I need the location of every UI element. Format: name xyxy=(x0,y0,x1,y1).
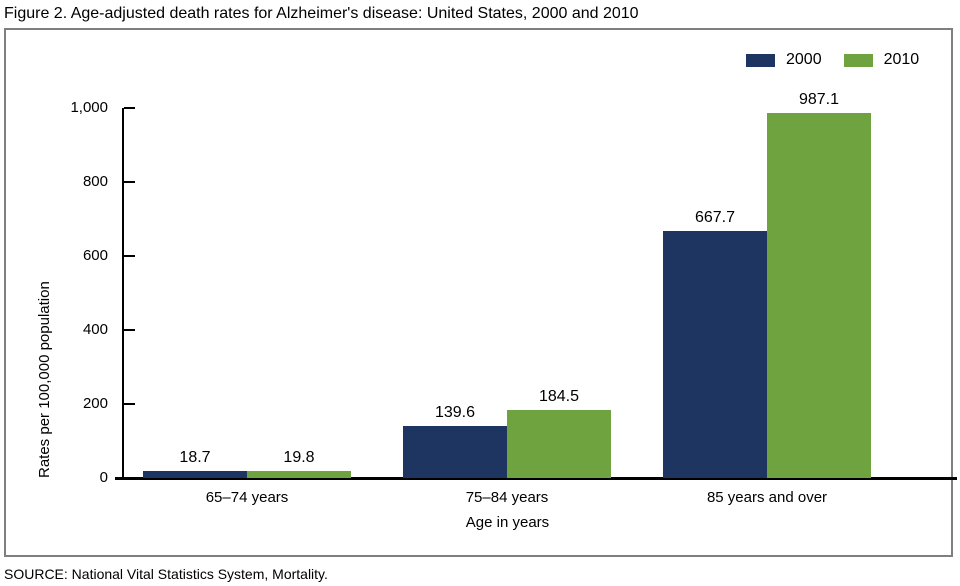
bar-2010-1 xyxy=(507,410,611,478)
legend-swatch-2000 xyxy=(746,53,775,67)
x-axis-line xyxy=(115,477,957,480)
bar-2010-0 xyxy=(247,471,351,478)
legend-item-2010: 2010 xyxy=(843,51,920,68)
y-tick-label: 1,000 xyxy=(70,99,108,116)
legend-label: 2010 xyxy=(883,51,920,68)
y-tick xyxy=(124,255,135,257)
figure-title: Figure 2. Age-adjusted death rates for A… xyxy=(4,5,639,22)
bar-2000-1 xyxy=(403,426,507,478)
bar-value-label: 18.7 xyxy=(179,449,211,466)
bar-value-label: 184.5 xyxy=(538,388,580,405)
legend-item-2000: 2000 xyxy=(746,52,822,68)
x-category-label: 65–74 years xyxy=(205,489,289,506)
x-axis-title: Age in years xyxy=(465,514,550,531)
y-tick-label: 0 xyxy=(99,469,108,486)
bar-value-label: 987.1 xyxy=(798,91,840,108)
y-axis-title: Rates per 100,000 population xyxy=(36,281,53,478)
y-tick-label: 600 xyxy=(82,247,108,264)
plot-area: Rates per 100,000 population Age in year… xyxy=(36,91,957,531)
bar-value-label: 19.8 xyxy=(283,449,315,466)
y-tick-label: 200 xyxy=(82,395,108,412)
bar-value-label: 667.7 xyxy=(694,209,736,226)
legend: 2000 2010 xyxy=(746,52,919,68)
x-category-label: 75–84 years xyxy=(465,489,549,506)
y-axis-line xyxy=(122,108,124,480)
bar-2010-2 xyxy=(767,113,871,478)
bar-2000-2 xyxy=(663,231,767,478)
y-tick-label: 800 xyxy=(82,173,108,190)
legend-swatch-2010 xyxy=(843,53,873,67)
y-tick xyxy=(124,329,135,331)
y-tick xyxy=(124,181,135,183)
y-tick xyxy=(124,107,135,109)
legend-label: 2000 xyxy=(786,51,822,68)
chart-frame: 2000 2010 Rates per 100,000 population Ag… xyxy=(4,28,957,557)
x-category-label: 85 years and over xyxy=(706,489,828,506)
y-tick xyxy=(124,403,135,405)
bar-value-label: 139.6 xyxy=(434,404,476,421)
y-tick-label: 400 xyxy=(82,321,108,338)
source-note: SOURCE: National Vital Statistics System… xyxy=(4,566,328,582)
bar-2000-0 xyxy=(143,471,247,478)
